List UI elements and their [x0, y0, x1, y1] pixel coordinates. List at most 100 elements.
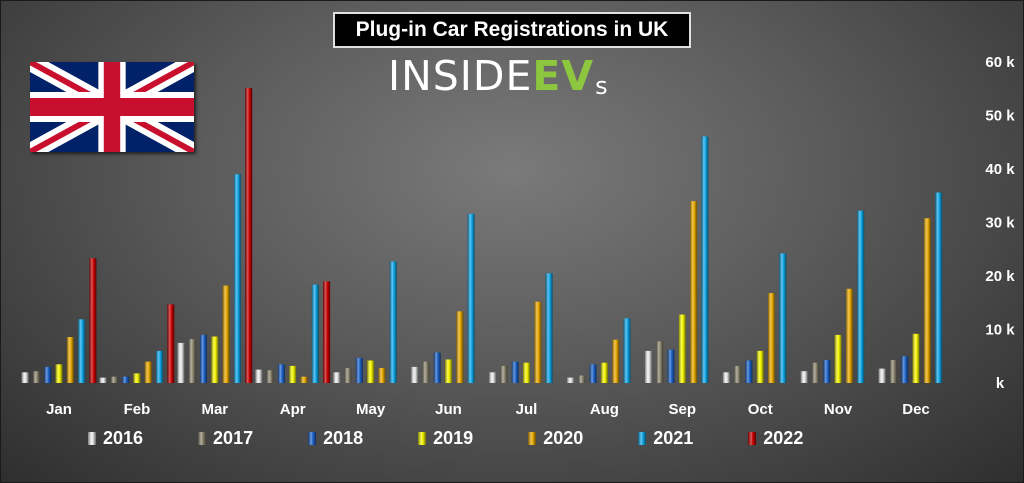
bar-feb-2020 — [144, 361, 152, 383]
chart-legend: 2016 2017 2018 2019 2020 2021 2022 — [88, 427, 948, 449]
legend-swatch — [418, 431, 427, 445]
bar-dec-2020 — [923, 218, 931, 383]
bar-oct-2020 — [768, 293, 775, 383]
bar-aug-2018 — [589, 364, 597, 383]
bar-may-2017 — [344, 368, 352, 383]
bar-oct-2018 — [745, 360, 753, 383]
bar-oct-2021 — [779, 253, 787, 383]
bar-apr-2017 — [266, 370, 274, 383]
bar-sep-2018 — [667, 349, 675, 383]
bar-nov-2016 — [800, 371, 808, 383]
legend-swatch — [528, 431, 537, 445]
legend-label: 2017 — [213, 427, 254, 448]
bar-feb-2017 — [110, 376, 118, 383]
bar-oct-2019 — [756, 350, 764, 383]
bar-may-2020 — [378, 368, 386, 383]
legend-label: 2016 — [103, 427, 144, 448]
bar-feb-2022 — [167, 304, 175, 383]
bar-nov-2021 — [857, 210, 865, 383]
bar-jan-2020 — [66, 337, 74, 383]
y-tick-label: 10 k — [985, 322, 1015, 339]
legend-swatch — [748, 431, 757, 445]
bar-mar-2019 — [211, 336, 219, 383]
x-tick-label: Nov — [824, 401, 853, 418]
bar-jan-2018 — [44, 366, 52, 383]
uk-flag-icon — [30, 62, 194, 152]
bar-sep-2021 — [701, 136, 709, 383]
bar-mar-2021 — [233, 174, 241, 383]
legend-label: 2018 — [323, 427, 364, 448]
bar-mar-2020 — [222, 285, 230, 383]
chart-title: Plug-in Car Registrations in UK — [333, 12, 691, 48]
bar-jan-2022 — [89, 258, 97, 383]
x-tick-label: Oct — [748, 401, 773, 418]
bar-aug-2016 — [567, 377, 574, 383]
insideevs-logo: INSIDE EV s — [388, 52, 609, 100]
bar-dec-2019 — [912, 333, 920, 383]
bar-mar-2022 — [245, 88, 253, 383]
x-tick-label: May — [356, 401, 386, 418]
bar-apr-2018 — [277, 364, 285, 383]
bar-jul-2016 — [489, 372, 497, 383]
logo-main: INSIDE — [388, 52, 533, 100]
bar-feb-2019 — [133, 373, 141, 383]
bar-nov-2017 — [812, 362, 819, 383]
bar-dec-2018 — [901, 356, 909, 384]
bar-nov-2020 — [845, 288, 853, 383]
bar-jan-2021 — [78, 319, 86, 383]
y-tick-label: 50 k — [985, 108, 1015, 125]
bar-dec-2021 — [935, 192, 943, 383]
legend-swatch — [88, 431, 96, 445]
bar-sep-2016 — [644, 350, 652, 383]
bar-oct-2017 — [734, 365, 742, 383]
bar-aug-2020 — [612, 339, 620, 383]
bar-apr-2021 — [311, 284, 319, 383]
bar-jul-2019 — [523, 362, 530, 383]
y-tick-label: 20 k — [985, 268, 1015, 285]
bar-sep-2017 — [656, 341, 664, 383]
bar-jan-2017 — [32, 371, 40, 383]
bar-mar-2018 — [200, 334, 207, 383]
legend-swatch — [638, 431, 647, 445]
legend-item-2018: 2018 — [308, 428, 363, 449]
bar-aug-2019 — [600, 362, 608, 383]
bar-jul-2021 — [545, 273, 553, 383]
x-tick-label: Apr — [280, 401, 306, 418]
bar-may-2021 — [389, 261, 397, 383]
legend-swatch — [308, 431, 317, 445]
bar-may-2018 — [355, 357, 363, 383]
bar-apr-2022 — [323, 281, 331, 383]
bar-jul-2017 — [500, 365, 508, 383]
bar-apr-2016 — [255, 369, 263, 383]
legend-item-2020: 2020 — [528, 428, 583, 449]
bar-jan-2019 — [55, 364, 63, 383]
bar-jan-2016 — [21, 372, 29, 383]
legend-item-2022: 2022 — [748, 428, 803, 449]
bar-sep-2020 — [690, 201, 698, 383]
bar-sep-2019 — [678, 314, 686, 383]
legend-item-2017: 2017 — [198, 428, 253, 449]
bar-mar-2017 — [188, 339, 196, 383]
bar-apr-2019 — [289, 365, 297, 383]
legend-label: 2020 — [543, 427, 584, 448]
x-tick-label: Feb — [124, 401, 151, 418]
x-tick-label: Mar — [201, 401, 228, 418]
x-tick-label: Jul — [516, 401, 538, 418]
bar-jun-2018 — [433, 352, 441, 383]
x-tick-label: Aug — [590, 401, 619, 418]
bar-dec-2016 — [878, 368, 886, 383]
legend-swatch — [198, 431, 207, 445]
bar-nov-2018 — [823, 360, 831, 383]
bar-aug-2021 — [623, 318, 631, 383]
bar-oct-2016 — [722, 372, 730, 383]
y-tick-label: k — [996, 375, 1005, 392]
legend-item-2021: 2021 — [638, 428, 693, 449]
bar-jun-2016 — [411, 366, 419, 383]
logo-ev: EV — [532, 52, 595, 100]
bar-jun-2020 — [456, 311, 464, 383]
bar-jun-2021 — [467, 213, 475, 383]
bar-jun-2019 — [445, 359, 452, 383]
legend-label: 2019 — [433, 427, 474, 448]
bar-apr-2020 — [300, 376, 308, 383]
y-tick-label: 60 k — [985, 54, 1015, 71]
